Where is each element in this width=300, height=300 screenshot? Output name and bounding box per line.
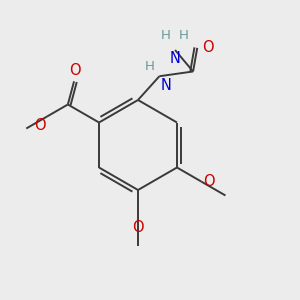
Text: O: O [202, 40, 214, 56]
Text: N: N [160, 78, 171, 93]
Text: H: H [179, 29, 189, 42]
Text: O: O [203, 174, 215, 189]
Text: O: O [132, 220, 144, 235]
Text: O: O [69, 63, 81, 78]
Text: O: O [34, 118, 46, 133]
Text: N: N [169, 51, 181, 66]
Text: H: H [145, 60, 154, 73]
Text: H: H [161, 29, 171, 42]
